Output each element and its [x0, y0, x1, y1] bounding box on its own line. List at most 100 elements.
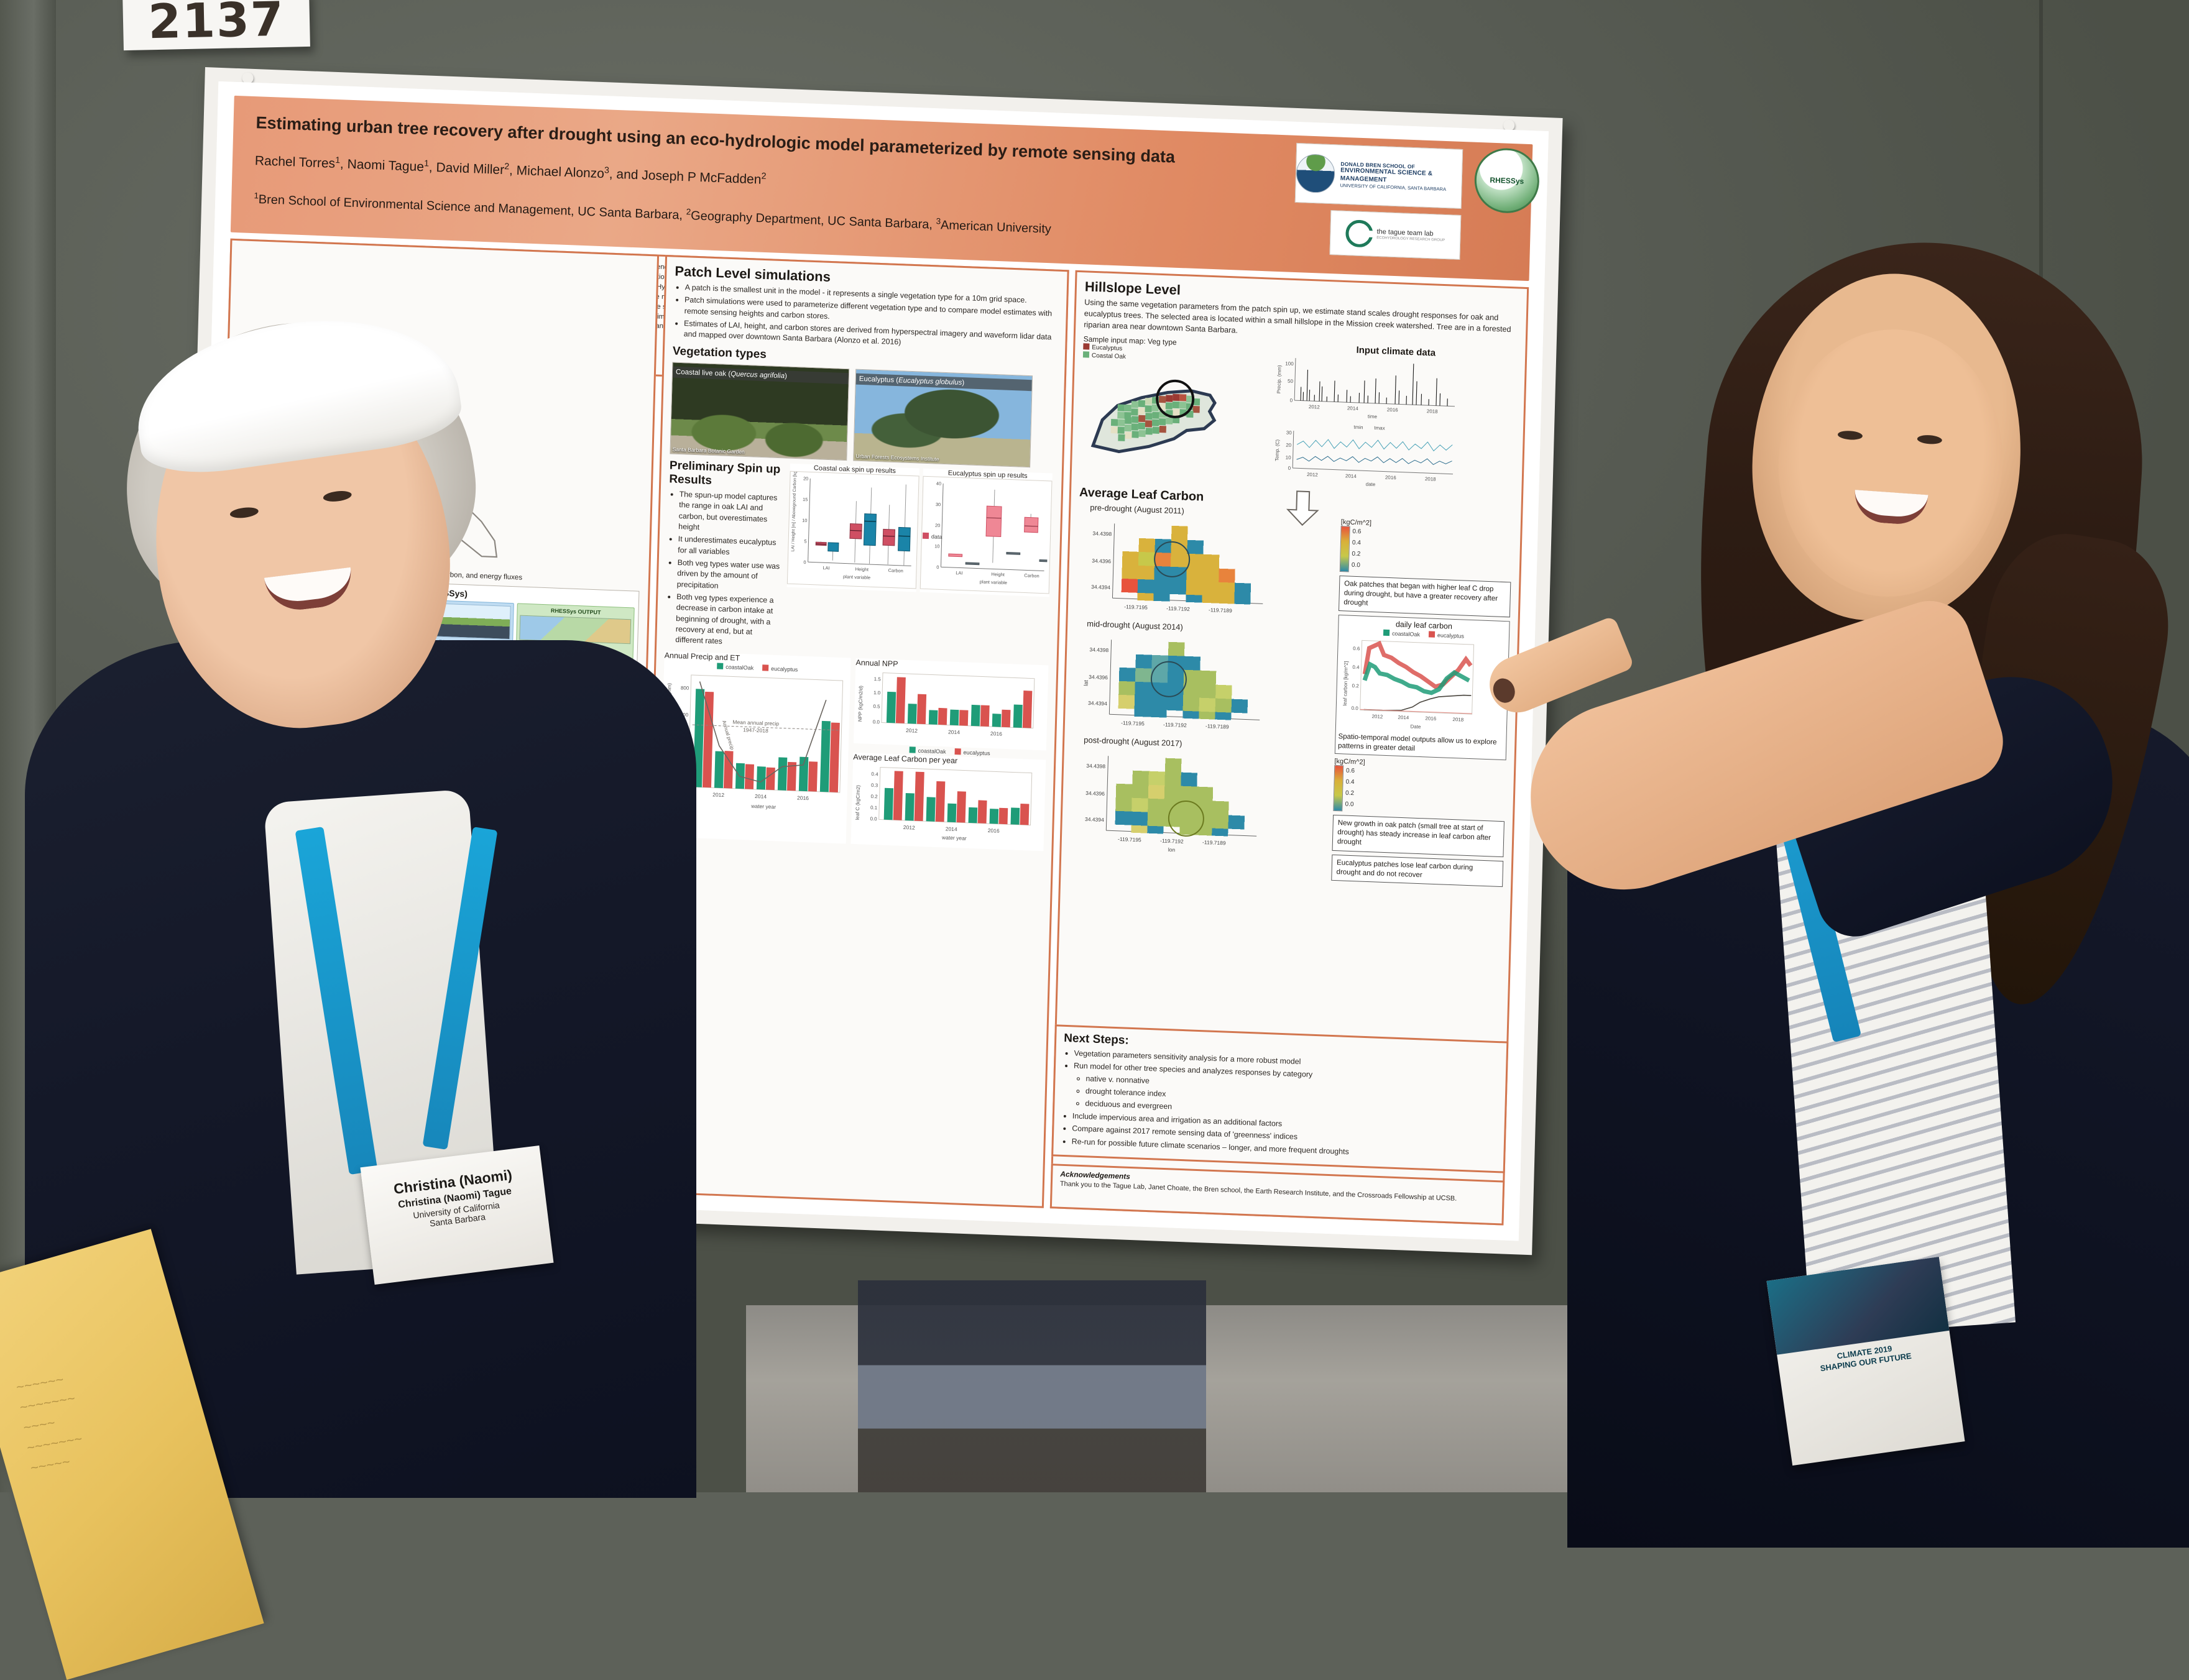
svg-text:15: 15 — [803, 497, 808, 502]
svg-text:1.0: 1.0 — [873, 690, 881, 695]
down-arrow-icon — [1284, 489, 1322, 526]
colorbar-tick-0-0: 0.0 — [1352, 559, 1360, 571]
spinup-legend-data: data — [923, 533, 942, 540]
svg-text:0.6: 0.6 — [1353, 646, 1360, 651]
precip-in-xtick-2016: 2016 — [1387, 406, 1399, 413]
temp-xtick-2016: 2016 — [1385, 474, 1397, 480]
precip-xtick-2016: 2016 — [797, 794, 809, 801]
svg-text:10: 10 — [934, 543, 939, 549]
dlc-ylabel: leaf carbon [kg/m^2] — [1342, 661, 1349, 706]
person-right-smile — [1853, 490, 1928, 526]
svg-text:20: 20 — [803, 475, 808, 481]
ox-xlabel: plant variable — [843, 574, 870, 581]
heat-post-xtick-1: -119.7195 — [1118, 836, 1141, 843]
precip-in-xtick-2012: 2012 — [1309, 404, 1320, 410]
svg-text:0.0: 0.0 — [870, 816, 877, 822]
veg-type-map-figure — [1081, 359, 1266, 459]
precip-et-legend-euc: eucalyptus — [762, 664, 798, 672]
npp-legend-oak: coastalOak — [910, 746, 946, 755]
leafc-xtick-2016: 2016 — [988, 827, 1000, 834]
temp-legend-tmin: tmin — [1353, 424, 1363, 430]
svg-text:5: 5 — [804, 538, 806, 544]
svg-text:0: 0 — [936, 564, 939, 570]
booth-number-text: 2137 — [147, 0, 285, 49]
ox-carbon: Carbon — [888, 567, 903, 574]
temp-legend-tmax: tmax — [1374, 425, 1385, 431]
bren-logo-mark — [1296, 154, 1335, 193]
person-left-eye-left — [229, 506, 259, 519]
svg-text:100: 100 — [1285, 360, 1294, 367]
svg-text:0: 0 — [803, 559, 806, 565]
precip-xtick-2014: 2014 — [755, 793, 767, 800]
background-person-legs — [858, 1280, 1206, 1492]
colorbar-tick-0-6: 0.6 — [1352, 526, 1361, 538]
tague-logo-mark — [1345, 219, 1373, 248]
heat-mid-xtick-1: -119.7195 — [1121, 720, 1145, 727]
leafc-xlabel: water year — [941, 834, 967, 842]
heatmap-stack: pre-drought (August 2011) 34.4398 34.439… — [1069, 500, 1340, 865]
heatmap-ylabel: lat — [1083, 679, 1089, 686]
npp-xtick-2016: 2016 — [990, 730, 1002, 737]
person-left: Christina (Naomi) Christina (Naomi) Tagu… — [12, 168, 734, 1492]
person-left-name-badge: Christina (Naomi) Christina (Naomi) Tagu… — [361, 1145, 554, 1285]
leafc-xtick-2012: 2012 — [903, 824, 915, 831]
precip-xlabel: water year — [750, 803, 776, 810]
person-right-conference-badge: CLIMATE 2019 SHAPING OUR FUTURE — [1766, 1257, 1965, 1466]
colorbar-tick-0-4: 0.4 — [1352, 537, 1361, 549]
svg-text:0.0: 0.0 — [1352, 705, 1359, 711]
heat-pre-ytick-1: 34.4398 — [1092, 530, 1112, 537]
heatmap-xlabel: lon — [1168, 847, 1176, 853]
mean-annual-precip-label-2: 1947-2018 — [743, 727, 768, 734]
chart-coastal-oak-spinup-svg: 20 15 10 5 0 — [787, 471, 919, 589]
heat-mid-xtick-2: -119.7192 — [1163, 721, 1187, 728]
leafc-xtick-2014: 2014 — [946, 825, 957, 832]
heat-post-ytick-2: 34.4396 — [1085, 790, 1105, 797]
heatmap-post-drought-svg: 34.4398 34.4396 34.4394 — [1069, 745, 1277, 859]
chart-annual-npp-svg: 1.51.0 0.50.0 — [854, 668, 1042, 747]
eucalyptus-photo-credit: Urban Forests Ecosystems Institute — [855, 452, 939, 462]
eucalyptus-latin-name: Eucalyptus globulus — [898, 377, 962, 387]
person-left-smile — [264, 567, 355, 614]
heatmap-pre-drought-svg: 34.4398 34.4396 34.4394 — [1076, 512, 1284, 620]
heat-pre-xtick-3: -119.7189 — [1209, 607, 1232, 613]
colorbar2-tick-0-4: 0.4 — [1345, 777, 1354, 789]
ex-lai: LAI — [956, 570, 962, 576]
svg-text:0.0: 0.0 — [873, 719, 880, 725]
oak-latin-name: Quercus agrifolia — [730, 370, 785, 380]
ox-height: Height — [855, 566, 869, 572]
heat-post-xtick-2: -119.7192 — [1160, 837, 1184, 844]
npp-ylabel: NPP (kgC/m2/d) — [857, 685, 864, 722]
svg-text:0.4: 0.4 — [1352, 664, 1360, 670]
svg-text:0.1: 0.1 — [870, 805, 878, 810]
precip-in-ylabel: Precip. (mm) — [1276, 364, 1282, 393]
svg-text:20: 20 — [1286, 442, 1292, 448]
heat-pre-xtick-1: -119.7195 — [1124, 604, 1148, 610]
veg-type-map-svg — [1081, 359, 1266, 459]
temp-xtick-2014: 2014 — [1345, 473, 1357, 479]
svg-text:0.5: 0.5 — [873, 704, 880, 709]
heat-pre-ytick-2: 34.4396 — [1092, 558, 1111, 564]
svg-text:0.4: 0.4 — [871, 771, 878, 777]
dlc-xtick-2012: 2012 — [1371, 714, 1383, 720]
booth-number-sign: 2137 — [122, 0, 310, 50]
veg-card-eucalyptus: Eucalyptus (Eucalyptus globulus) Urban F… — [853, 369, 1033, 467]
precip-in-xtick-2014: 2014 — [1347, 405, 1359, 411]
svg-text:50: 50 — [1288, 378, 1294, 383]
ox-lai: LAI — [823, 565, 829, 571]
svg-text:30: 30 — [1286, 429, 1293, 435]
heat-mid-ytick-2: 34.4396 — [1089, 674, 1108, 681]
ex-carbon: Carbon — [1024, 572, 1039, 579]
svg-text:20: 20 — [935, 522, 940, 528]
heat-pre-ytick-3: 34.4394 — [1091, 584, 1110, 590]
ex-height: Height — [991, 571, 1005, 577]
svg-text:40: 40 — [936, 480, 941, 486]
eucalyptus-photo-caption: Eucalyptus (Eucalyptus globulus) — [856, 373, 1032, 391]
svg-text:10: 10 — [802, 517, 807, 523]
eucalyptus-common-name: Eucalyptus — [859, 375, 895, 384]
person-right: CLIMATE 2019 SHAPING OUR FUTURE — [1406, 149, 2189, 1492]
colorbar2-tick-0-2: 0.2 — [1345, 788, 1354, 800]
svg-text:0.2: 0.2 — [1352, 683, 1360, 689]
